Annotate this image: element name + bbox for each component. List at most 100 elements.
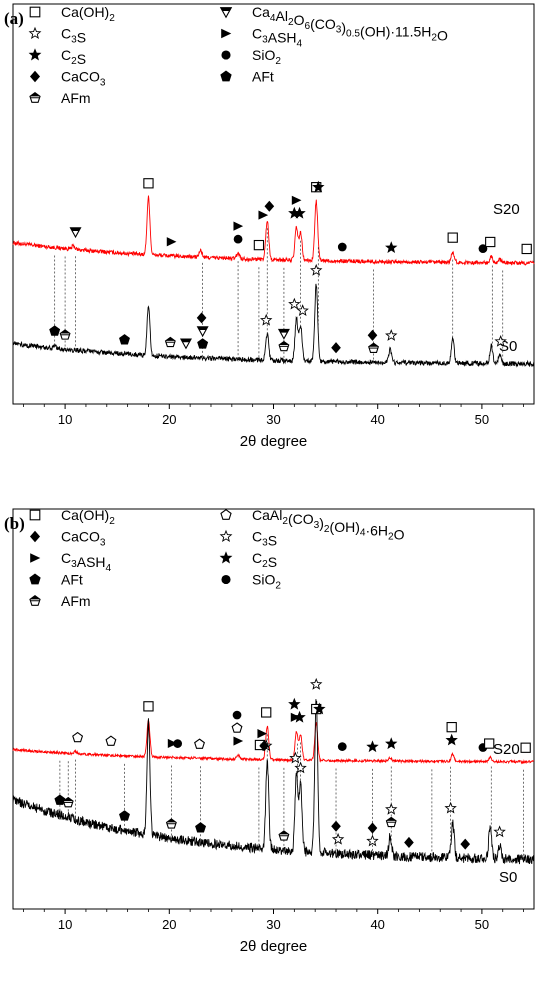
peak-marker-square-open (484, 738, 495, 749)
peak-marker-pentagon-open (194, 738, 205, 749)
peak-marker-pentagon-open (231, 722, 243, 733)
peak-marker-pentagon-half (165, 818, 177, 829)
peak-marker-triangle-right-filled (166, 237, 177, 247)
legend-symbol-triangle-down-half (219, 7, 233, 19)
peak-marker-square-open (261, 707, 272, 718)
legend-symbol-square-open (29, 509, 41, 521)
legend-symbol-square-open (29, 6, 41, 18)
peak-marker-diamond-filled (259, 740, 269, 752)
legend-label: CaCO3 (61, 69, 106, 89)
peak-marker-diamond-filled (331, 820, 341, 832)
peak-marker-diamond-filled (367, 822, 378, 834)
legend-symbol-circle-filled (221, 574, 231, 585)
series-label-s0: S0 (499, 869, 517, 886)
legend-item: C3ASH4 (221, 26, 303, 49)
peak-marker-diamond-filled (264, 200, 275, 212)
peak-marker-triangle-down-half (69, 227, 82, 239)
peak-marker-star-open (260, 313, 273, 326)
legend-item: SiO2 (221, 572, 281, 591)
peak-marker-pentagon-filled (49, 325, 61, 336)
x-tick-label: 40 (370, 917, 384, 932)
legend-item: C3ASH4 (30, 550, 112, 574)
x-tick-label: 10 (58, 412, 72, 427)
legend-item: Ca(OH)2 (29, 507, 115, 527)
peak-marker-pentagon-half (368, 342, 379, 353)
panel-a: (a) 10 20 30 40 50 2θ degree S20 S0 Ca(OH)2C3SC2S… (4, 3, 535, 450)
peak-marker-triangle-down-half (196, 326, 209, 338)
peak-marker-star-filled (312, 180, 325, 193)
x-axis-label: 2θ degree (240, 938, 308, 955)
series-line-s20 (12, 195, 535, 266)
peak-marker-star-open (310, 263, 323, 276)
peak-marker-star-open (366, 834, 379, 847)
peak-marker-star-filled (385, 241, 398, 254)
legend-label: Ca(OH)2 (61, 4, 115, 24)
peak-marker-triangle-right-filled (291, 195, 302, 205)
peak-marker-diamond-filled (367, 329, 378, 341)
peak-marker-pentagon-open (105, 735, 117, 746)
series-line-s0 (12, 699, 535, 865)
peak-marker-square-open (521, 243, 532, 255)
peak-marker-square-open (520, 742, 531, 753)
peak-marker-pentagon-open (72, 731, 84, 743)
legend-item: AFt (29, 572, 83, 588)
peak-marker-diamond-filled (460, 838, 471, 850)
peak-marker-star-filled (293, 710, 306, 723)
peak-marker-pentagon-filled (119, 810, 130, 821)
legend-symbol-pentagon-open (220, 509, 232, 520)
peak-marker-star-open (288, 297, 301, 310)
legend-label: AFt (252, 69, 274, 85)
peak-marker-pentagon-filled (195, 822, 207, 833)
legend-symbol-star-open (219, 529, 233, 542)
peak-marker-star-open (310, 677, 323, 690)
series-label-s0: S0 (499, 338, 517, 355)
peak-marker-square-open (253, 239, 265, 251)
peak-marker-star-filled (313, 702, 326, 715)
peak-marker-circle-filled (233, 234, 243, 244)
peak-marker-star-open (385, 329, 398, 341)
x-tick-label: 20 (162, 412, 176, 427)
peak-marker-diamond-filled (196, 312, 207, 324)
peak-marker-circle-filled (232, 710, 242, 720)
legend-label: CaAl2(CO3)2(OH)4·6H2O (252, 507, 405, 543)
legend-symbol-diamond-filled (29, 70, 41, 83)
x-tick-label: 30 (266, 917, 280, 932)
peak-marker-star-filled (293, 206, 306, 219)
x-tick-label: 10 (58, 917, 72, 932)
peak-marker-pentagon-half (385, 816, 397, 828)
peak-marker-star-open (294, 761, 307, 774)
series-label-s20: S20 (493, 201, 520, 218)
x-tick-label: 30 (266, 412, 280, 427)
peak-marker-star-open (296, 304, 309, 316)
legend-symbol-pentagon-filled (220, 70, 232, 82)
legend-item: CaAl2(CO3)2(OH)4·6H2O (220, 507, 405, 543)
peak-marker-square-open (143, 701, 154, 712)
peak-marker-square-open (485, 236, 496, 248)
peak-marker-pentagon-half (278, 340, 290, 352)
peak-marker-star-filled (385, 737, 398, 750)
peak-marker-diamond-filled (404, 836, 414, 848)
peak-marker-star-open (444, 801, 457, 814)
legend-symbol-pentagon-half (29, 92, 41, 103)
peak-marker-pentagon-half (164, 336, 176, 348)
legend-symbol-star-filled (219, 551, 233, 564)
peak-marker-square-open (446, 722, 457, 733)
peak-marker-triangle-right-filled (258, 210, 269, 220)
x-tick-label: 40 (370, 412, 384, 427)
legend-label: AFm (61, 593, 91, 609)
legend-label: C2S (61, 47, 86, 67)
peak-marker-star-filled (366, 740, 379, 753)
legend-symbol-triangle-right-filled (221, 28, 232, 39)
peak-marker-square-open (447, 232, 458, 243)
peak-marker-circle-filled (173, 739, 183, 748)
legend-symbol-circle-filled (221, 50, 231, 60)
legend-item: AFm (29, 90, 91, 106)
peak-marker-triangle-right-filled (233, 736, 244, 746)
legend-label: AFm (61, 90, 91, 106)
legend-item: C3S (219, 529, 277, 548)
peak-marker-star-open (385, 802, 398, 815)
peak-marker-star-open (494, 334, 507, 347)
legend-item: Ca(OH)2 (29, 4, 115, 24)
series-line-s20 (12, 718, 535, 765)
